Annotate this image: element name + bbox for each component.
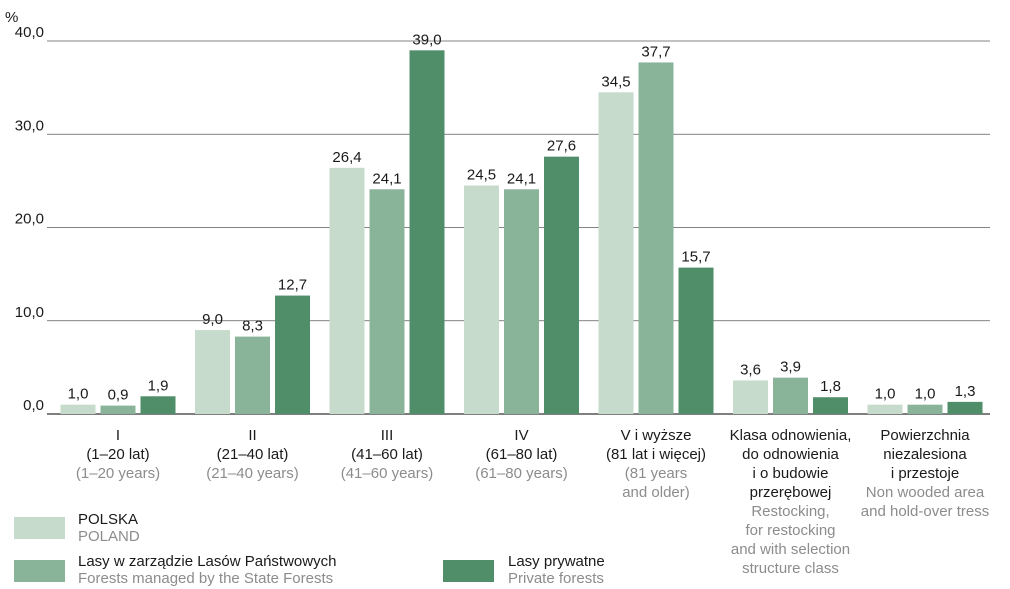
bar: [409, 50, 445, 414]
x-category-label-en: (61–80 years): [475, 465, 568, 482]
data-label: 37,7: [641, 43, 670, 60]
data-label: 24,5: [467, 167, 496, 184]
bar: [678, 267, 714, 414]
legend-swatch-polska: [14, 517, 65, 539]
data-label: 39,0: [412, 31, 441, 48]
x-category-label-en: and hold-over tress: [861, 503, 989, 520]
x-category-label: (61–80 lat): [486, 446, 558, 463]
x-category-label: III: [381, 427, 394, 444]
x-category-label-en: Restocking,: [751, 503, 829, 520]
x-category-label: IV: [514, 427, 528, 444]
data-label: 8,3: [242, 318, 263, 335]
bars: [60, 50, 983, 414]
x-category-label-en: and with selection: [731, 541, 850, 558]
y-axis-ticks: 0,0 10,0 20,0 30,0 40,0: [15, 24, 44, 414]
x-category-label: przerębowej: [750, 484, 832, 501]
x-category-label: Klasa odnowienia,: [730, 427, 852, 444]
y-tick-label: 10,0: [15, 304, 44, 321]
bar: [504, 189, 539, 414]
bar: [638, 62, 674, 414]
bar: [947, 401, 983, 414]
bar: [733, 380, 768, 414]
bar: [369, 189, 405, 414]
bar: [867, 404, 903, 414]
x-category-label-en: (21–40 years): [206, 465, 299, 482]
bar: [773, 377, 808, 414]
x-category-label-en: for restocking: [745, 522, 835, 539]
bar: [598, 92, 634, 414]
legend-swatch-private-forests: [443, 560, 494, 582]
legend-label-poland: POLAND: [78, 528, 140, 545]
data-label: 1,9: [148, 377, 169, 394]
x-category-label-en: structure class: [742, 560, 839, 577]
data-label: 3,9: [780, 359, 801, 376]
data-label: 12,7: [278, 277, 307, 294]
x-category-label: V i wyższe: [621, 427, 692, 444]
x-category-label-en: (81 years: [625, 465, 688, 482]
y-tick-label: 40,0: [15, 24, 44, 41]
data-label: 27,6: [547, 138, 576, 155]
x-category-label-en: (41–60 years): [341, 465, 434, 482]
legend-label-state-forests: Forests managed by the State Forests: [78, 570, 333, 587]
x-category-label: niezalesiona: [883, 446, 967, 463]
data-label: 9,0: [202, 311, 223, 328]
data-labels: 1,0 0,9 1,9 9,0 8,3 12,7 26,4 24,1 39,0 24,5 24,1 2…: [68, 31, 976, 403]
legend-label-polska: POLSKA: [78, 511, 138, 528]
y-tick-label: 30,0: [15, 117, 44, 134]
data-label: 34,5: [601, 73, 630, 90]
x-axis-categories: I (1–20 lat) (1–20 years) II (21–40 lat) (21–…: [76, 427, 989, 577]
bar: [235, 336, 270, 414]
legend-label-lasy-panstwowe: Lasy w zarządzie Lasów Państwowych: [78, 553, 336, 570]
bar: [544, 156, 579, 414]
bar: [140, 396, 176, 414]
bar: [100, 405, 136, 414]
bar: [195, 330, 230, 414]
x-category-label-en: Non wooded area: [866, 484, 985, 501]
data-label: 15,7: [681, 249, 710, 266]
x-category-label-en: (1–20 years): [76, 465, 160, 482]
x-category-label: Powierzchnia: [880, 427, 970, 444]
data-label: 1,3: [955, 383, 976, 400]
bar: [907, 404, 943, 414]
y-axis-unit: %: [5, 9, 18, 26]
legend-swatch-state-forests: [14, 560, 65, 582]
data-label: 0,9: [108, 387, 129, 404]
data-label: 24,1: [507, 170, 536, 187]
x-category-label: do odnowienia: [742, 446, 839, 463]
x-category-label: (21–40 lat): [217, 446, 289, 463]
legend-label-private-forests: Private forests: [508, 570, 604, 587]
bar: [813, 397, 848, 414]
x-category-label: i przestoje: [891, 465, 959, 482]
legend-label-lasy-prywatne: Lasy prywatne: [508, 553, 605, 570]
legend-item-polska: POLSKA POLAND: [14, 511, 140, 545]
data-label: 1,8: [820, 378, 841, 395]
x-category-label: (81 lat i więcej): [606, 446, 706, 463]
data-label: 1,0: [875, 386, 896, 403]
x-category-label: II: [248, 427, 256, 444]
bar: [464, 185, 499, 414]
data-label: 1,0: [68, 386, 89, 403]
bar: [275, 295, 310, 414]
x-category-label: (1–20 lat): [86, 446, 149, 463]
bar: [329, 167, 365, 414]
data-label: 24,1: [372, 170, 401, 187]
legend-item-state-forests: Lasy w zarządzie Lasów Państwowych Fores…: [14, 553, 336, 587]
data-label: 3,6: [740, 361, 761, 378]
legend-item-private-forests: Lasy prywatne Private forests: [443, 553, 605, 587]
data-label: 1,0: [915, 386, 936, 403]
x-category-label: I: [116, 427, 120, 444]
data-label: 26,4: [332, 149, 361, 166]
legend: POLSKA POLAND Lasy w zarządzie Lasów Pań…: [14, 511, 605, 587]
y-tick-label: 20,0: [15, 211, 44, 228]
x-category-label-en: and older): [622, 484, 690, 501]
x-category-label: i o budowie: [753, 465, 829, 482]
y-tick-label: 0,0: [23, 397, 44, 414]
x-category-label: (41–60 lat): [351, 446, 423, 463]
bar: [60, 404, 96, 414]
